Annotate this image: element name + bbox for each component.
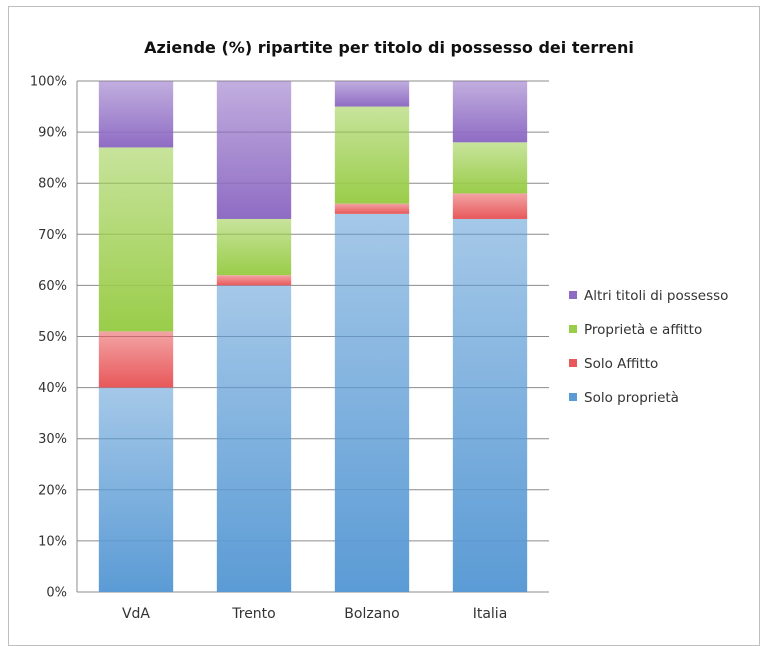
y-tick-label: 70%	[38, 228, 67, 243]
legend-label: Solo proprietà	[584, 390, 679, 406]
y-tick-label: 30%	[38, 432, 67, 447]
bar-segment	[452, 81, 528, 143]
bar-segment	[334, 106, 410, 204]
chart-frame: Aziende (%) ripartite per titolo di poss…	[8, 6, 760, 646]
legend-label: Solo Affitto	[584, 356, 658, 372]
bar-segment	[98, 147, 174, 332]
bar-segment	[216, 218, 292, 276]
legend-swatch	[569, 359, 577, 367]
x-axis: VdA Trento Bolzano Italia	[122, 606, 507, 622]
y-tick-label: 80%	[38, 177, 67, 192]
y-tick-label: 0%	[46, 586, 67, 601]
bar-segment	[98, 81, 174, 148]
bar-segment	[334, 213, 410, 593]
y-tick-label: 20%	[38, 483, 67, 498]
x-tick-label: Trento	[231, 606, 275, 622]
bars	[98, 81, 528, 593]
y-axis: 0% 10% 20% 30% 40% 50% 60% 70% 80% 90% 100%	[30, 75, 78, 601]
bar-segment	[452, 193, 528, 219]
y-tick-label: 10%	[38, 534, 67, 549]
legend: Altri titoli di possesso Proprietà e affi…	[569, 288, 728, 406]
bar-segment	[98, 331, 174, 388]
legend-swatch	[569, 325, 577, 333]
bar-segment	[452, 142, 528, 194]
y-tick-label: 100%	[30, 75, 67, 90]
legend-label: Altri titoli di possesso	[584, 288, 728, 304]
y-tick-label: 90%	[38, 126, 67, 141]
legend-swatch	[569, 291, 577, 299]
bar-segment	[452, 218, 528, 592]
bar-segment	[334, 81, 410, 107]
bar-segment	[216, 81, 292, 219]
bar-segment	[216, 275, 292, 286]
bar-segment	[98, 387, 174, 592]
y-tick-label: 60%	[38, 279, 67, 294]
legend-swatch	[569, 393, 577, 401]
y-tick-label: 50%	[38, 330, 67, 345]
chart-title: Aziende (%) ripartite per titolo di poss…	[144, 38, 634, 57]
x-tick-label: VdA	[122, 606, 150, 622]
legend-label: Proprietà e affitto	[584, 322, 702, 338]
y-tick-label: 40%	[38, 381, 67, 396]
stacked-bar-chart: Aziende (%) ripartite per titolo di poss…	[30, 38, 729, 622]
x-tick-label: Bolzano	[344, 606, 399, 622]
bar-segment	[334, 203, 410, 214]
x-tick-label: Italia	[473, 606, 508, 622]
bar-segment	[216, 285, 292, 592]
